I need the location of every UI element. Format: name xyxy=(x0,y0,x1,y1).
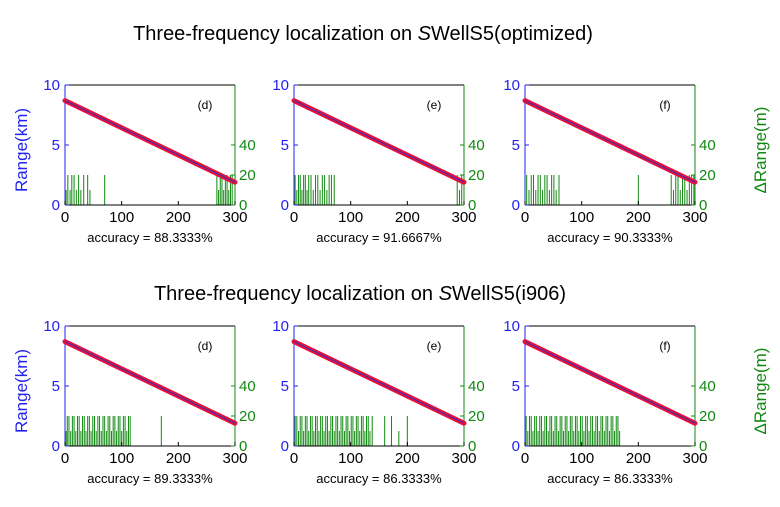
right-tick-label: 40 xyxy=(699,137,716,154)
x-tick-label: 100 xyxy=(569,209,594,226)
left-tick-label: 5 xyxy=(52,378,60,395)
panel-label: (d) xyxy=(198,339,213,353)
left-tick-label: 10 xyxy=(272,77,289,94)
right-tick-label: 20 xyxy=(239,408,256,425)
x-tick-label: 100 xyxy=(338,209,363,226)
panel-label: (e) xyxy=(427,339,442,353)
left-tick-label: 5 xyxy=(52,137,60,154)
right-tick-label: 0 xyxy=(239,197,247,214)
x-tick-label: 300 xyxy=(682,450,707,467)
x-tick-label: 100 xyxy=(109,209,134,226)
left-tick-label: 5 xyxy=(281,378,289,395)
left-tick-label: 0 xyxy=(281,197,289,214)
x-tick-label: 100 xyxy=(109,450,134,467)
right-tick-label: 40 xyxy=(239,137,256,154)
left-tick-label: 10 xyxy=(43,77,60,94)
accuracy-label: accuracy = 91.6667% xyxy=(316,230,442,245)
range-true-line xyxy=(293,100,465,183)
left-tick-label: 10 xyxy=(503,77,520,94)
left-tick-label: 0 xyxy=(52,438,60,455)
right-tick-label: 0 xyxy=(699,197,707,214)
x-tick-label: 200 xyxy=(166,450,191,467)
range-true-line xyxy=(524,341,696,424)
left-tick-label: 0 xyxy=(52,197,60,214)
range-true-line xyxy=(524,100,696,183)
left-tick-label: 0 xyxy=(512,438,520,455)
right-tick-label: 20 xyxy=(699,167,716,184)
x-tick-label: 200 xyxy=(395,450,420,467)
right-tick-label: 20 xyxy=(699,408,716,425)
title-top: Three-frequency localization on SWellS5(… xyxy=(133,23,593,45)
right-tick-label: 20 xyxy=(239,167,256,184)
right-tick-label: 40 xyxy=(699,378,716,395)
left-tick-label: 0 xyxy=(512,197,520,214)
left-tick-label: 5 xyxy=(512,137,520,154)
x-tick-label: 0 xyxy=(290,450,298,467)
range-true-line xyxy=(64,341,236,424)
x-tick-label: 300 xyxy=(682,209,707,226)
right-tick-label: 0 xyxy=(468,197,476,214)
right-axis-title: ΔRange(m) xyxy=(751,107,770,194)
right-tick-label: 40 xyxy=(468,378,485,395)
panel-label: (e) xyxy=(427,98,442,112)
x-tick-label: 100 xyxy=(338,450,363,467)
accuracy-label: accuracy = 86.3333% xyxy=(316,471,442,486)
left-tick-label: 10 xyxy=(272,318,289,335)
right-tick-label: 40 xyxy=(239,378,256,395)
panel-label: (f) xyxy=(659,339,670,353)
right-tick-label: 40 xyxy=(468,137,485,154)
accuracy-label: accuracy = 86.3333% xyxy=(547,471,673,486)
x-tick-label: 300 xyxy=(222,450,247,467)
right-axis-title: ΔRange(m) xyxy=(751,348,770,435)
right-tick-label: 0 xyxy=(239,438,247,455)
left-tick-label: 10 xyxy=(43,318,60,335)
x-tick-label: 200 xyxy=(626,209,651,226)
left-tick-label: 5 xyxy=(512,378,520,395)
title-bottom: Three-frequency localization on SWellS5(… xyxy=(154,283,566,305)
left-tick-label: 10 xyxy=(503,318,520,335)
right-tick-label: 20 xyxy=(468,167,485,184)
left-axis-title: Range(km) xyxy=(12,108,31,192)
x-tick-label: 0 xyxy=(290,209,298,226)
panel-label: (d) xyxy=(198,98,213,112)
right-tick-label: 0 xyxy=(468,438,476,455)
range-true-line xyxy=(293,341,465,424)
x-tick-label: 200 xyxy=(166,209,191,226)
x-tick-label: 200 xyxy=(395,209,420,226)
left-tick-label: 5 xyxy=(281,137,289,154)
x-tick-label: 0 xyxy=(61,209,69,226)
x-tick-label: 100 xyxy=(569,450,594,467)
accuracy-label: accuracy = 89.3333% xyxy=(87,471,213,486)
range-true-line xyxy=(64,100,236,183)
x-tick-label: 200 xyxy=(626,450,651,467)
right-tick-label: 20 xyxy=(468,408,485,425)
left-tick-label: 0 xyxy=(281,438,289,455)
accuracy-label: accuracy = 88.3333% xyxy=(87,230,213,245)
x-tick-label: 0 xyxy=(521,450,529,467)
accuracy-label: accuracy = 90.3333% xyxy=(547,230,673,245)
right-tick-label: 0 xyxy=(699,438,707,455)
left-axis-title: Range(km) xyxy=(12,349,31,433)
x-tick-label: 0 xyxy=(521,209,529,226)
panel-label: (f) xyxy=(659,98,670,112)
x-tick-label: 300 xyxy=(451,450,476,467)
x-tick-label: 300 xyxy=(451,209,476,226)
x-tick-label: 300 xyxy=(222,209,247,226)
x-tick-label: 0 xyxy=(61,450,69,467)
